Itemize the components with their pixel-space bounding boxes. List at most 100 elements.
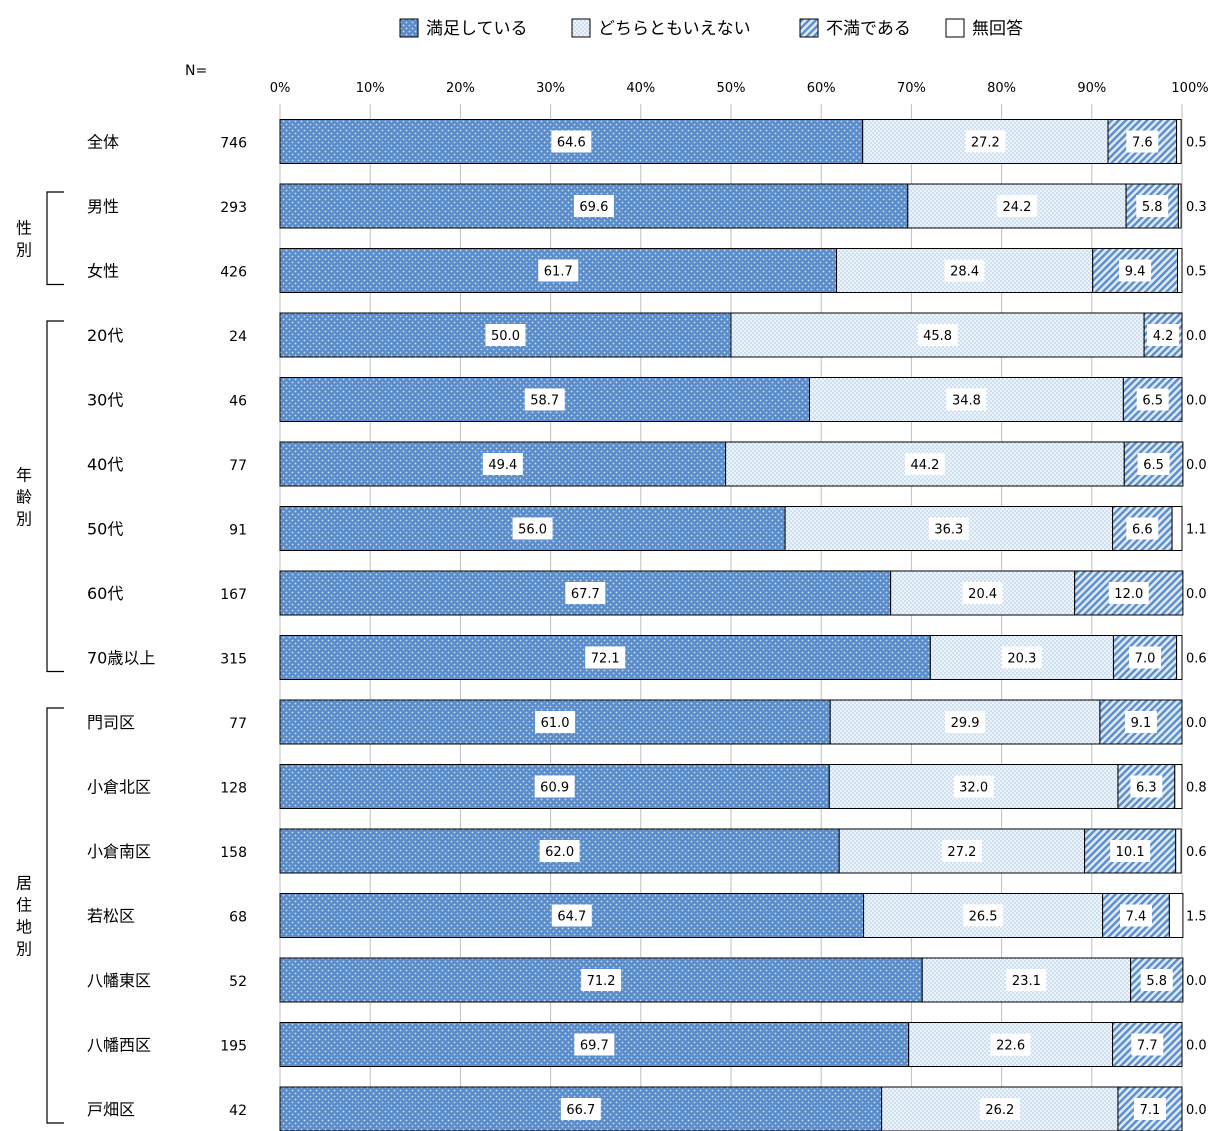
data-label-bg <box>979 1098 1020 1120</box>
row-label: 20代 <box>87 326 123 345</box>
data-label-bg <box>551 130 592 153</box>
data-label: 61.0 <box>541 716 570 731</box>
data-label-bg <box>1147 324 1180 346</box>
row-n-value: 42 <box>229 1103 247 1119</box>
legend-item: 無回答 <box>945 18 1023 39</box>
bar-segment <box>1174 764 1183 809</box>
legend-item: 不満である <box>799 18 911 39</box>
row-n-value: 293 <box>220 200 247 216</box>
group-bracket: 年齢別 <box>16 320 64 673</box>
data-label: 64.6 <box>557 136 586 151</box>
legend-swatch <box>571 18 591 38</box>
bar-row: 67.7 20.4 12.0 0.0 <box>279 570 1207 616</box>
data-label-bg <box>1126 517 1159 540</box>
data-label: 26.5 <box>969 910 998 925</box>
bracket-line <box>46 191 64 286</box>
data-label-bg <box>585 646 626 669</box>
data-label-bg <box>946 388 987 411</box>
data-label: 71.2 <box>587 974 616 989</box>
row-n-value: 128 <box>220 781 247 797</box>
data-label: 56.0 <box>518 523 547 538</box>
data-label: 60.9 <box>540 781 569 796</box>
data-label: 69.6 <box>579 200 608 215</box>
data-label: 27.2 <box>971 136 1000 151</box>
row-n-value: 46 <box>229 394 247 410</box>
data-label: 36.3 <box>934 523 963 538</box>
row-label: 八幡東区 <box>87 971 151 990</box>
bar-segment <box>1125 183 1179 229</box>
legend-label: 無回答 <box>972 19 1023 39</box>
row-label: 全体 <box>87 133 119 152</box>
data-label: 9.4 <box>1125 265 1146 280</box>
x-axis-ticks: 0% 10% 20% 30% 40% 50% 60% 70% 80% 90% 100% <box>270 81 1209 96</box>
data-label: 9.1 <box>1131 716 1152 731</box>
no-answer-label: 0.0 <box>1186 458 1207 473</box>
data-label-bg <box>945 711 986 733</box>
data-label: 67.7 <box>571 587 600 602</box>
data-label-bg <box>1136 195 1169 217</box>
row-n-value: 91 <box>229 523 247 539</box>
row-label: 小倉北区 <box>87 778 151 797</box>
no-answer-label: 0.5 <box>1186 136 1207 151</box>
legend-label: どちらともいえない <box>598 19 751 39</box>
data-label: 6.5 <box>1142 394 1163 409</box>
data-label-bg <box>904 453 945 475</box>
x-tick-label: 70% <box>897 81 926 96</box>
data-label-bg <box>1136 388 1169 411</box>
legend-item: どちらともいえない <box>571 18 751 39</box>
data-label-bg <box>581 969 622 991</box>
data-label: 34.8 <box>952 394 981 409</box>
x-tick-label: 80% <box>987 81 1016 96</box>
x-tick-label: 30% <box>536 81 565 96</box>
bar-row: 71.2 23.1 5.8 0.0 <box>279 957 1207 1003</box>
data-label-bg <box>963 904 1004 927</box>
bar-segment <box>1176 635 1183 680</box>
row-label: 戸畑区 <box>87 1100 135 1119</box>
data-label: 12.0 <box>1114 587 1143 602</box>
data-label-bg <box>574 1033 615 1056</box>
data-label: 44.2 <box>910 458 939 473</box>
data-label-bg <box>1119 259 1152 282</box>
no-answer-label: 0.0 <box>1186 716 1207 731</box>
data-label-bg <box>1001 646 1042 669</box>
bar-segment <box>1171 506 1183 551</box>
group-bracket: 性別 <box>16 191 64 286</box>
no-answer-label: 1.1 <box>1186 523 1207 538</box>
data-label: 64.7 <box>557 910 586 925</box>
x-tick-label: 20% <box>446 81 475 96</box>
row-label: 八幡西区 <box>87 1036 151 1055</box>
legend-label: 満足している <box>426 19 528 39</box>
no-answer-label: 0.5 <box>1186 265 1207 280</box>
row-label: 50代 <box>87 520 123 539</box>
data-label-bg <box>512 517 553 540</box>
bar-row: 58.7 34.8 6.5 0.0 <box>279 377 1207 422</box>
row-n-value: 167 <box>220 587 247 603</box>
data-label: 5.8 <box>1146 974 1167 989</box>
n-header: N= <box>185 63 207 79</box>
row-n-value: 77 <box>229 458 247 474</box>
data-label-bg <box>1110 840 1151 862</box>
data-label-bg <box>917 324 958 346</box>
bar-row: 69.7 22.6 7.7 0.0 <box>279 1022 1207 1067</box>
data-label: 7.7 <box>1137 1039 1158 1054</box>
legend-swatch <box>399 18 419 38</box>
bracket-line <box>46 707 64 1124</box>
row-n-value: 315 <box>220 652 247 668</box>
data-label-bg <box>953 775 994 798</box>
no-answer-label: 0.0 <box>1186 1103 1207 1118</box>
data-label: 49.4 <box>488 458 517 473</box>
data-label-bg <box>535 711 576 733</box>
bar-row: 56.0 36.3 6.6 1.1 <box>279 506 1207 551</box>
data-label: 62.0 <box>545 845 574 860</box>
data-label: 7.6 <box>1132 136 1153 151</box>
bar-row: 64.6 27.2 7.6 0.5 <box>279 119 1207 164</box>
bar-segment <box>1168 893 1184 938</box>
bracket-line <box>46 320 64 673</box>
legend-label: 不満である <box>826 19 911 39</box>
no-answer-label: 0.0 <box>1186 329 1207 344</box>
bar-row: 60.9 32.0 6.3 0.8 <box>279 764 1207 809</box>
row-labels: 全体 746 男性 293 女性 426 20代 24 30代 46 40代 77 50代 91 60代 16… <box>87 133 247 1120</box>
bar-row: 64.7 26.5 7.4 1.5 <box>279 893 1207 938</box>
x-tick-label: 10% <box>356 81 385 96</box>
